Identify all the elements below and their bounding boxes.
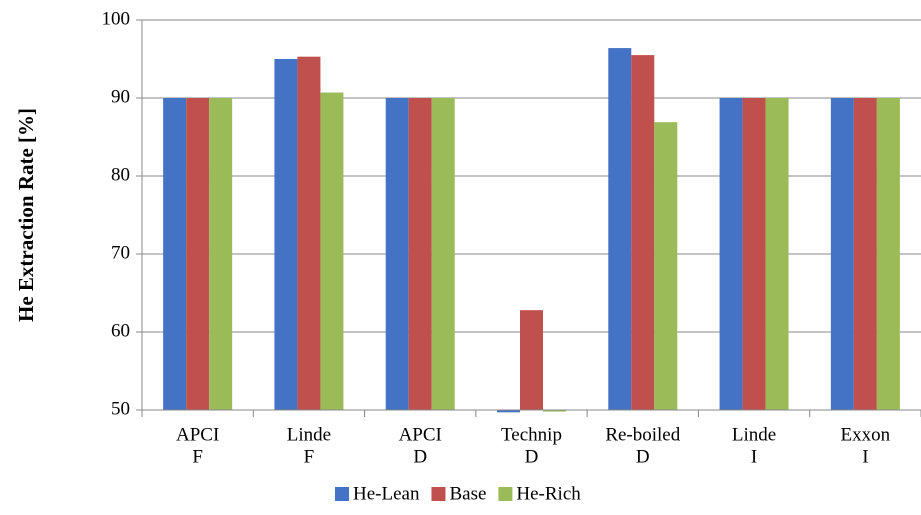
bar: [385, 98, 409, 410]
bar: [520, 310, 543, 410]
x-tick-label: Linde: [732, 424, 776, 445]
x-tick-label: APCI: [399, 424, 442, 445]
bar: [408, 98, 432, 410]
x-tick-label: D: [525, 446, 539, 467]
bar: [297, 56, 321, 410]
x-tick-label: Linde: [287, 424, 331, 445]
bar: [608, 48, 632, 411]
legend-label: Base: [449, 483, 486, 504]
x-tick-label: I: [751, 446, 757, 467]
y-tick-label: 80: [111, 164, 130, 185]
bar: [163, 98, 187, 410]
legend-swatch: [335, 487, 349, 501]
bar: [431, 98, 455, 410]
bar: [853, 98, 877, 410]
x-tick-label: Exxon: [841, 424, 891, 445]
bar: [209, 98, 233, 410]
legend-label: He-Lean: [353, 483, 420, 504]
bar: [497, 410, 520, 413]
y-tick-label: 70: [111, 242, 130, 263]
x-tick-label: D: [636, 446, 650, 467]
y-tick-label: 90: [111, 86, 130, 107]
bar: [320, 92, 344, 410]
x-tick-label: Technip: [501, 424, 562, 445]
x-tick-label: Re-boiled: [605, 424, 680, 445]
x-tick-label: F: [192, 446, 203, 467]
y-tick-label: 50: [111, 398, 130, 419]
x-tick-label: D: [413, 446, 427, 467]
bar: [719, 98, 743, 410]
bar: [830, 98, 854, 410]
legend-swatch: [498, 487, 513, 501]
bar: [543, 410, 566, 412]
y-axis-label: He Extraction Rate [%]: [14, 108, 38, 322]
legend-label: He-Rich: [516, 483, 581, 504]
y-tick-label: 60: [111, 320, 130, 341]
legend-swatch: [431, 487, 446, 501]
bar: [742, 98, 766, 410]
bar: [274, 59, 298, 410]
bar: [765, 98, 789, 410]
x-tick-label: F: [304, 446, 315, 467]
bar: [876, 98, 900, 410]
bar: [186, 98, 210, 410]
x-tick-label: APCI: [176, 424, 219, 445]
x-tick-label: I: [862, 446, 868, 467]
y-tick-label: 100: [102, 8, 131, 29]
bar: [654, 122, 678, 411]
bar: [631, 55, 655, 410]
